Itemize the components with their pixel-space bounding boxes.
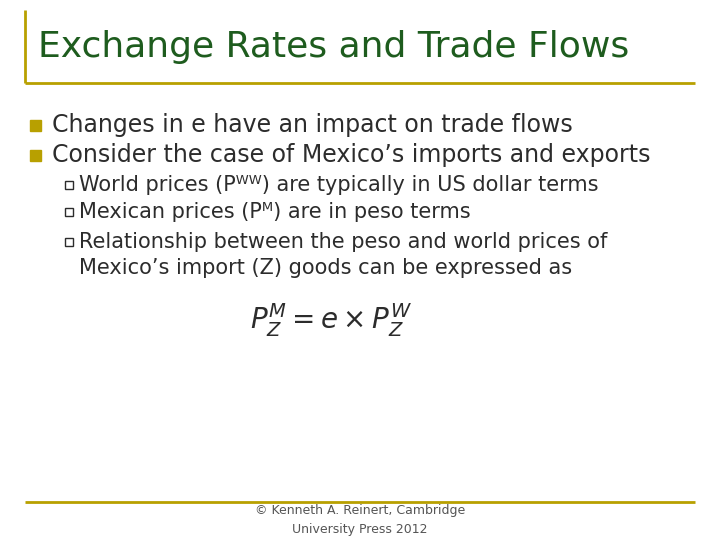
Text: Mexico’s import (Z) goods can be expressed as: Mexico’s import (Z) goods can be express…	[79, 258, 572, 278]
Bar	[65, 208, 73, 216]
Text: Exchange Rates and Trade Flows: Exchange Rates and Trade Flows	[38, 30, 629, 64]
Text: Mexican prices (Pᴹ) are in peso terms: Mexican prices (Pᴹ) are in peso terms	[79, 202, 471, 222]
Text: Relationship between the peso and world prices of: Relationship between the peso and world …	[79, 232, 608, 252]
Text: Consider the case of Mexico’s imports and exports: Consider the case of Mexico’s imports an…	[52, 143, 650, 167]
Text: © Kenneth A. Reinert, Cambridge
University Press 2012: © Kenneth A. Reinert, Cambridge Universi…	[255, 504, 465, 536]
Bar	[30, 119, 41, 131]
Bar	[65, 238, 73, 246]
Bar	[30, 150, 41, 160]
Bar	[65, 181, 73, 189]
Text: World prices (Pᵂᵂ) are typically in US dollar terms: World prices (Pᵂᵂ) are typically in US d…	[79, 175, 598, 195]
Text: $P_Z^M = e \times P_Z^W$: $P_Z^M = e \times P_Z^W$	[250, 301, 412, 339]
Text: Changes in e have an impact on trade flows: Changes in e have an impact on trade flo…	[52, 113, 572, 137]
